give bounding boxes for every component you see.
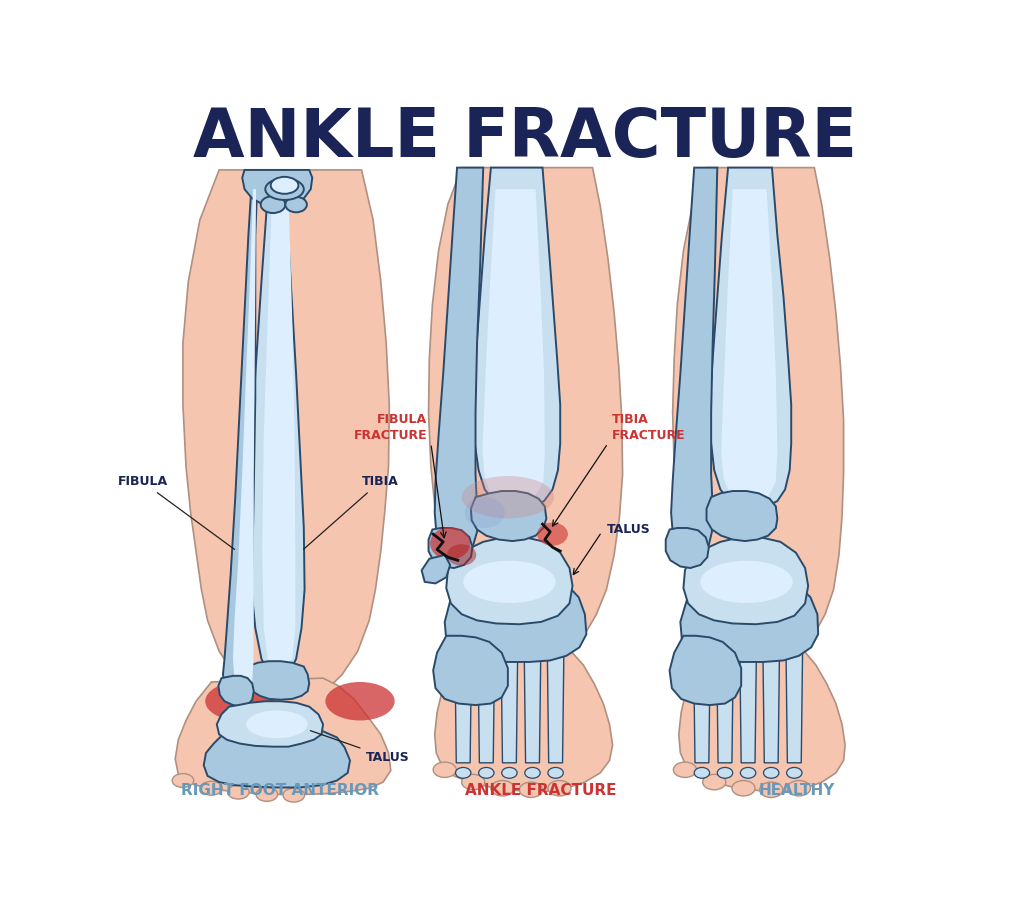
Polygon shape (243, 170, 312, 207)
Text: TIBIA: TIBIA (303, 475, 398, 550)
Ellipse shape (172, 774, 194, 787)
Ellipse shape (694, 767, 710, 778)
Polygon shape (245, 661, 309, 700)
Ellipse shape (283, 788, 304, 802)
Polygon shape (666, 528, 709, 568)
Polygon shape (250, 173, 304, 678)
Polygon shape (707, 491, 777, 541)
Ellipse shape (490, 781, 514, 796)
Polygon shape (422, 555, 451, 584)
Polygon shape (693, 636, 711, 762)
Ellipse shape (787, 781, 810, 796)
Ellipse shape (463, 561, 556, 603)
Polygon shape (429, 528, 472, 568)
Polygon shape (680, 574, 818, 662)
Ellipse shape (502, 767, 517, 778)
Polygon shape (478, 636, 495, 762)
Polygon shape (446, 538, 572, 624)
Polygon shape (473, 168, 560, 508)
Polygon shape (429, 168, 623, 672)
Text: HEALTHY: HEALTHY (759, 784, 835, 798)
Ellipse shape (462, 476, 554, 518)
Text: TALUS: TALUS (310, 730, 410, 764)
Ellipse shape (227, 786, 249, 799)
Polygon shape (717, 636, 733, 762)
Ellipse shape (265, 178, 304, 200)
Text: RIGHT FOOT ANTERIOR: RIGHT FOOT ANTERIOR (181, 784, 379, 798)
Polygon shape (524, 636, 541, 762)
Ellipse shape (764, 767, 779, 778)
Ellipse shape (456, 767, 471, 778)
Polygon shape (223, 173, 258, 693)
Ellipse shape (548, 767, 563, 778)
Polygon shape (435, 642, 612, 791)
Ellipse shape (700, 561, 793, 603)
Polygon shape (763, 636, 779, 762)
Ellipse shape (447, 544, 476, 566)
Polygon shape (547, 636, 564, 762)
Ellipse shape (702, 774, 726, 790)
Ellipse shape (246, 711, 307, 739)
Text: FIBULA: FIBULA (118, 475, 234, 550)
Polygon shape (671, 168, 717, 556)
Ellipse shape (786, 767, 802, 778)
Polygon shape (262, 189, 295, 670)
Ellipse shape (519, 782, 543, 798)
Polygon shape (670, 636, 741, 705)
Ellipse shape (465, 497, 505, 528)
Text: ANKLE FRACTURE: ANKLE FRACTURE (465, 784, 616, 798)
Ellipse shape (674, 762, 696, 777)
Text: TALUS: TALUS (606, 523, 650, 536)
Ellipse shape (430, 527, 470, 560)
Polygon shape (679, 642, 845, 791)
Polygon shape (433, 636, 508, 705)
Polygon shape (435, 168, 483, 556)
Ellipse shape (717, 767, 733, 778)
Polygon shape (673, 168, 844, 672)
Polygon shape (785, 636, 803, 762)
Ellipse shape (740, 767, 756, 778)
Ellipse shape (286, 197, 307, 212)
Ellipse shape (205, 682, 274, 720)
Polygon shape (721, 189, 777, 502)
Text: TIBIA
FRACTURE: TIBIA FRACTURE (611, 413, 685, 443)
Polygon shape (482, 189, 545, 502)
Polygon shape (183, 170, 389, 703)
Text: ANKLE FRACTURE: ANKLE FRACTURE (193, 104, 857, 171)
Polygon shape (471, 491, 547, 541)
Ellipse shape (270, 177, 298, 194)
Polygon shape (501, 636, 518, 762)
Polygon shape (233, 189, 256, 690)
Ellipse shape (462, 774, 484, 790)
Polygon shape (739, 636, 757, 762)
Ellipse shape (732, 781, 755, 796)
Polygon shape (175, 678, 391, 795)
Ellipse shape (760, 782, 782, 798)
Polygon shape (444, 574, 587, 662)
Ellipse shape (326, 682, 394, 720)
Ellipse shape (261, 196, 286, 213)
Ellipse shape (433, 762, 457, 777)
Ellipse shape (256, 787, 278, 801)
Ellipse shape (201, 781, 222, 795)
Ellipse shape (538, 523, 568, 546)
Text: FIBULA
FRACTURE: FIBULA FRACTURE (353, 413, 427, 443)
Polygon shape (204, 727, 350, 787)
Polygon shape (217, 702, 323, 747)
Polygon shape (710, 168, 792, 508)
Ellipse shape (548, 781, 571, 796)
Polygon shape (683, 538, 808, 624)
Ellipse shape (524, 767, 541, 778)
Polygon shape (218, 676, 254, 706)
Polygon shape (455, 636, 472, 762)
Ellipse shape (478, 767, 494, 778)
